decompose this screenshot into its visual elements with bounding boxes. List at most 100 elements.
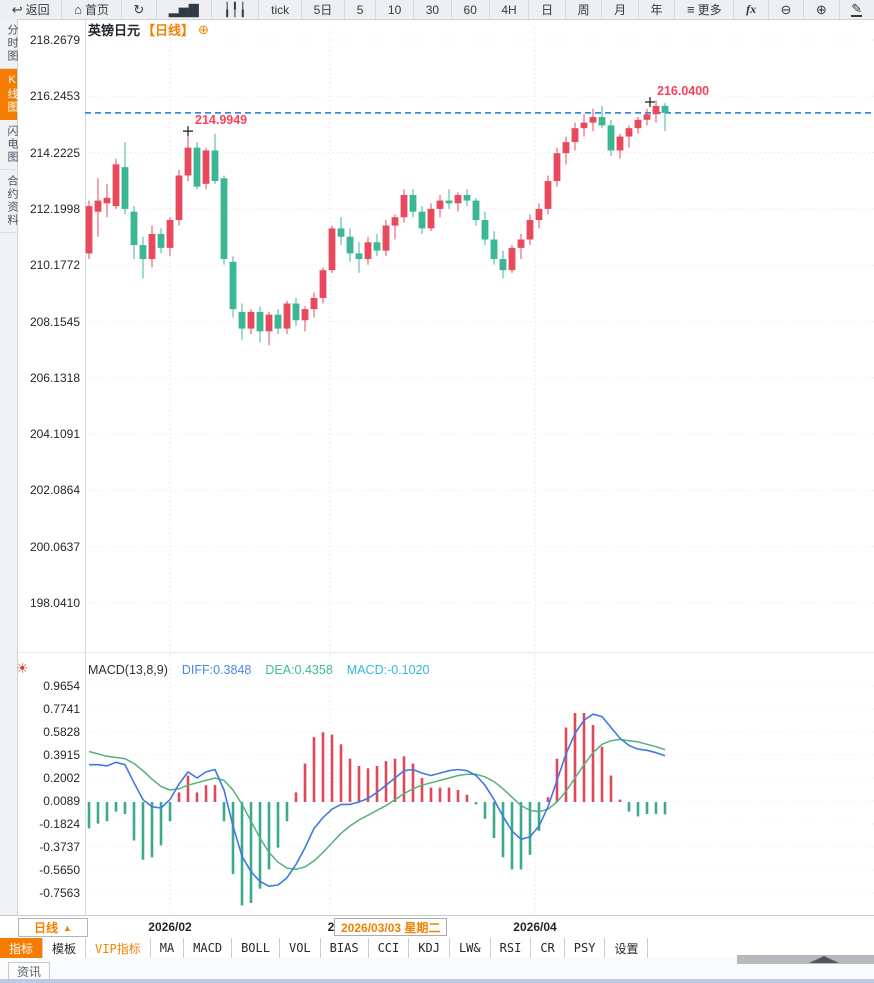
period-selector-button[interactable]: 日线 ▲ [18, 918, 88, 937]
toolbar-button-label: 周 [577, 3, 590, 17]
toolbar-button-pencil-icon[interactable]: ✎ [840, 0, 874, 19]
toolbar-button-4H[interactable]: 4H [490, 0, 530, 19]
candlestick-icon: ╽╿╽ [223, 2, 247, 17]
toolbar-button-10[interactable]: 10 [376, 0, 414, 19]
macd-indicator-chart[interactable] [85, 655, 874, 915]
price-annotation: 214.9949 [195, 113, 247, 127]
toolbar-button-年[interactable]: 年 [639, 0, 676, 19]
bottom-accent-strip [0, 979, 874, 983]
indicator-tab-CCI[interactable]: CCI [369, 938, 410, 958]
toolbar-button-refresh-icon[interactable]: ↻ [122, 0, 158, 19]
collapse-panel-handle[interactable] [737, 955, 874, 964]
sidebar-tab-闪电图[interactable]: 闪电图 [0, 120, 18, 170]
toolbar-button-label: fx [746, 2, 757, 16]
toolbar-button-30[interactable]: 30 [414, 0, 452, 19]
sun-icon[interactable]: ☀ [16, 660, 29, 676]
toolbar-button-label: 5 [356, 2, 364, 17]
news-tab[interactable]: 资讯 [8, 962, 50, 980]
y-tick-label: 202.0864 [29, 483, 80, 498]
indicator-tab-LW&[interactable]: LW& [450, 938, 491, 958]
toolbar-button-label: 5日 [313, 3, 333, 17]
chart-type-sidebar: 分时图 K线图 闪电图 合约资料 [0, 19, 18, 958]
zoom-out-icon: ⊖ [780, 2, 792, 17]
macd-title: MACD(13,8,9) [88, 663, 168, 677]
toolbar-button-返回[interactable]: ↩ 返回 [0, 0, 63, 19]
toolbar-button-月[interactable]: 月 [602, 0, 639, 19]
indicator-tab-CR[interactable]: CR [531, 938, 565, 958]
y-tick-label: -0.5650 [39, 862, 80, 877]
y-tick-label: 0.2002 [43, 770, 80, 785]
toolbar-button-更多[interactable]: ≡ 更多 [675, 0, 735, 19]
period-tag: 【日线】 [142, 23, 195, 38]
add-compare-icon[interactable]: ⊕ [198, 21, 209, 37]
symbol-name: 英镑日元 [88, 23, 141, 38]
pencil-icon: ✎ [851, 1, 863, 17]
indicator-tab-模板[interactable]: 模板 [43, 938, 87, 958]
y-tick-label: -0.1824 [39, 816, 80, 831]
toolbar-button-label: 日 [541, 3, 554, 17]
toolbar-button-label: 月 [614, 3, 627, 17]
indicator-tab-BOLL[interactable]: BOLL [232, 938, 280, 958]
y-axis-labels: 218.2679 216.2453 214.2225 212.1998 210.1772… [18, 19, 83, 915]
toolbar-button-label: 返回 [25, 3, 50, 17]
indicator-tab-MACD[interactable]: MACD [184, 938, 233, 958]
indicator-tab-RSI[interactable]: RSI [491, 938, 532, 958]
indicator-tab-MA[interactable]: MA [151, 938, 185, 958]
toolbar-button-label: 4H [501, 2, 517, 17]
indicator-tab-指标[interactable]: 指标 [0, 938, 44, 958]
toolbar-button-label: 更多 [697, 3, 722, 17]
y-tick-label: 0.3915 [43, 747, 80, 762]
top-toolbar: ↩ 返回 ⌂ 首页 ↻ ▂▅▇ ╽╿╽ tick 5日 5 10 30 60 4H 日周月年 ≡ 更多 fx ⊖ ⊕ ✎ [0, 0, 874, 20]
main-candlestick-chart[interactable]: 214.9949 216.0400 [85, 18, 874, 655]
toolbar-button-label: 30 [425, 2, 440, 17]
y-tick-label: 214.2225 [29, 145, 80, 160]
toolbar-button-日[interactable]: 日 [529, 0, 566, 19]
toolbar-button-label: 年 [650, 3, 663, 17]
x-axis-row: 日线 ▲ 2026/02 2 2026/03/03 星期二 2026/04 [0, 915, 874, 939]
y-tick-label: -0.7563 [39, 885, 80, 900]
indicator-tab-VOL[interactable]: VOL [280, 938, 321, 958]
status-bar: 资讯 [0, 958, 874, 983]
sidebar-tab-合约资料[interactable]: 合约资料 [0, 170, 18, 233]
sidebar-tab-K线图[interactable]: K线图 [0, 69, 18, 120]
indicator-tab-KDJ[interactable]: KDJ [409, 938, 450, 958]
y-tick-label: 206.1318 [29, 370, 80, 385]
panel-divider [18, 652, 874, 653]
y-tick-label: 218.2679 [29, 33, 80, 47]
back-arrow-icon: ↩ [11, 2, 23, 17]
toolbar-button-60[interactable]: 60 [452, 0, 490, 19]
diff-value-label: DIFF:0.3848 [181, 663, 252, 677]
y-tick-label: 212.1998 [29, 201, 80, 216]
zoom-in-icon: ⊕ [815, 2, 827, 17]
toolbar-button-bar-chart-icon[interactable]: ▂▅▇ [157, 0, 212, 19]
y-tick-label: 210.1772 [29, 258, 80, 273]
toolbar-button-candlestick-icon[interactable]: ╽╿╽ [212, 0, 260, 19]
toolbar-button-fx[interactable]: fx [734, 0, 769, 19]
chart-title: 英镑日元 【日线】 ⊕ [88, 20, 209, 39]
toolbar-button-首页[interactable]: ⌂ 首页 [62, 0, 122, 19]
indicator-tab-PSY[interactable]: PSY [565, 938, 606, 958]
bar-chart-icon: ▂▅▇ [168, 2, 199, 17]
indicator-tab-BIAS[interactable]: BIAS [321, 938, 369, 958]
price-annotation: 216.0400 [657, 84, 709, 98]
toolbar-button-zoom-in-icon[interactable]: ⊕ [804, 0, 840, 19]
crosshair-mark [183, 126, 193, 137]
plot-left-border [85, 19, 86, 915]
indicator-tab-设置[interactable]: 设置 [605, 938, 649, 958]
toolbar-button-zoom-out-icon[interactable]: ⊖ [769, 0, 805, 19]
triangle-up-icon [809, 956, 839, 963]
indicator-tab-VIP指标[interactable]: VIP指标 [86, 938, 151, 958]
macd-value-label: MACD:-0.1020 [346, 663, 430, 677]
y-tick-label: 204.1091 [29, 427, 80, 442]
toolbar-button-tick[interactable]: tick [259, 0, 302, 19]
y-tick-label: 0.0089 [43, 793, 80, 808]
chevron-up-icon: ▲ [63, 922, 72, 933]
toolbar-button-label: 60 [463, 2, 477, 17]
toolbar-button-5[interactable]: 5 [345, 0, 377, 19]
toolbar-button-5日[interactable]: 5日 [302, 0, 346, 19]
toolbar-button-周[interactable]: 周 [566, 0, 603, 19]
x-label-mar-partial: 2 [327, 920, 335, 934]
sidebar-tab-分时图[interactable]: 分时图 [0, 19, 18, 69]
y-tick-label: 216.2453 [29, 89, 80, 104]
